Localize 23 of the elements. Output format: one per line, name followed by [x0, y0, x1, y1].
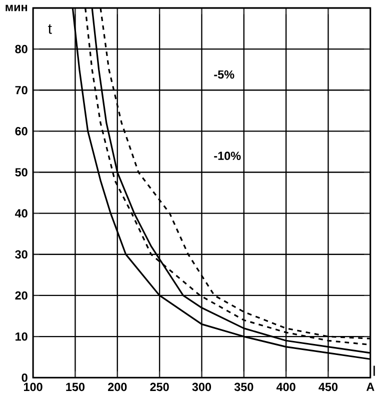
y-tick-label: 80	[15, 44, 28, 54]
y-tick-label: 70	[16, 86, 28, 94]
y-tick-label: 20	[15, 291, 28, 300]
x-tick-label: 200	[108, 382, 127, 392]
annotation: -5%	[214, 70, 234, 79]
x-tick-label: 250	[150, 382, 170, 392]
x-tick-label: 100	[24, 382, 43, 392]
x-axis-title: I	[374, 366, 376, 376]
x-tick-label: A	[366, 382, 375, 391]
x-tick-label: 350	[234, 382, 254, 392]
y-tick-label: 50	[15, 168, 28, 176]
x-tick-label: 150	[66, 382, 85, 392]
x-tick-label: 300	[192, 382, 212, 392]
y-tick-label: 40	[15, 209, 28, 218]
y-tick-label: 30	[15, 250, 28, 259]
y-tick-label: 60	[15, 127, 28, 136]
y-tick-label: мин	[6, 4, 28, 12]
annotation: -10%	[214, 152, 241, 160]
y-tick-label: 10	[16, 332, 28, 341]
y-tick-label: 0	[22, 373, 28, 382]
y-axis-title: t	[48, 24, 52, 34]
x-tick-label: 450	[318, 382, 338, 392]
x-tick-label: 400	[276, 382, 296, 392]
